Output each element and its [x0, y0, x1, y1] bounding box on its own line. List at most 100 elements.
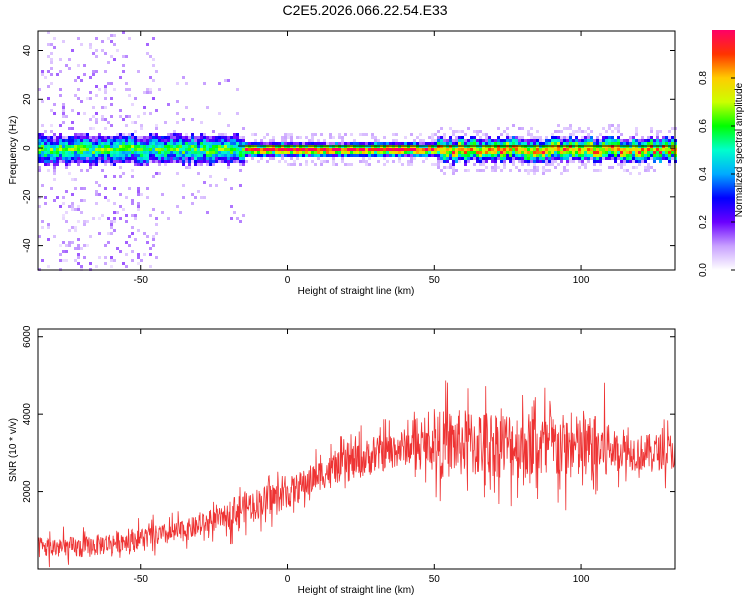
spectrogram-cell — [617, 124, 620, 127]
spectrogram-cell — [650, 136, 653, 139]
spectrogram-cell — [392, 160, 395, 163]
spectrogram-cell — [593, 169, 596, 172]
spectrogram-cell — [488, 148, 491, 151]
spectrogram-cell — [122, 262, 125, 265]
spectrogram-cell — [86, 151, 89, 154]
spectrogram-cell — [290, 157, 293, 160]
spectrogram-cell — [179, 211, 182, 214]
spectrogram-cell — [512, 136, 515, 139]
spectrogram-cell — [38, 154, 41, 157]
spectrogram-cell — [398, 151, 401, 154]
spectrogram-cell — [77, 151, 80, 154]
spectrogram-cell — [554, 154, 557, 157]
spectrogram-cell — [182, 151, 185, 154]
spectrogram-cell — [623, 160, 626, 163]
figure-title: C2E5.2026.066.22.54.E33 — [282, 2, 447, 18]
spectrogram-cell — [191, 136, 194, 139]
x-tick-label: 50 — [429, 275, 441, 286]
spectrogram-cell — [533, 160, 536, 163]
spectrogram-cell — [431, 148, 434, 151]
spectrogram-cell — [665, 148, 668, 151]
spectrogram-cell — [527, 172, 530, 175]
spectrogram-cell — [314, 133, 317, 136]
spectrogram-cell — [602, 127, 605, 130]
spectrogram-cell — [584, 148, 587, 151]
spectrogram-cell — [575, 151, 578, 154]
spectrogram-cell — [131, 157, 134, 160]
spectrogram-cell — [89, 148, 92, 151]
spectrogram-cell — [458, 130, 461, 133]
spectrogram-cell — [137, 262, 140, 265]
spectrogram-cell — [104, 118, 107, 121]
spectrogram-cell — [500, 154, 503, 157]
spectrogram-cell — [521, 136, 524, 139]
spectrogram-cell — [401, 151, 404, 154]
spectrogram-cell — [461, 130, 464, 133]
spectrogram-cell — [101, 115, 104, 118]
spectrogram-cell — [53, 151, 56, 154]
spectrogram-cell — [80, 211, 83, 214]
spectrogram-cell — [452, 142, 455, 145]
spectrogram-cell — [101, 40, 104, 43]
spectrogram-cell — [407, 163, 410, 166]
spectrogram-cell — [104, 70, 107, 73]
spectrogram-cell — [611, 148, 614, 151]
spectrogram-cell — [62, 151, 65, 154]
spectrogram-cell — [287, 136, 290, 139]
spectrogram-cell — [62, 145, 65, 148]
spectrogram-cell — [482, 163, 485, 166]
spectrogram-cell — [533, 154, 536, 157]
spectrogram-cell — [599, 169, 602, 172]
spectrogram-cell — [218, 136, 221, 139]
spectrogram-cell — [65, 220, 68, 223]
spectrogram-cell — [365, 133, 368, 136]
spectrogram-cell — [77, 154, 80, 157]
spectrogram-cell — [155, 154, 158, 157]
x-tick-label: -50 — [134, 574, 149, 585]
colorbar-tick-label: 0.6 — [698, 119, 709, 133]
spectrogram-cell — [83, 220, 86, 223]
spectrogram-cell — [314, 142, 317, 145]
spectrogram-cell — [572, 160, 575, 163]
spectrogram-cell — [446, 157, 449, 160]
spectrogram-cell — [95, 163, 98, 166]
spectrogram-cell — [182, 196, 185, 199]
spectrogram-cell — [317, 142, 320, 145]
spectrogram-cell — [359, 151, 362, 154]
spectrogram-cell — [632, 142, 635, 145]
spectrogram-cell — [557, 157, 560, 160]
spectrogram-cell — [608, 154, 611, 157]
x-tick-label: 50 — [429, 574, 441, 585]
spectrogram-cell — [110, 151, 113, 154]
spectrogram-cell — [131, 103, 134, 106]
spectrogram-cell — [89, 157, 92, 160]
spectrogram-cell — [152, 64, 155, 67]
spectrogram-cell — [149, 88, 152, 91]
spectrogram-cell — [119, 157, 122, 160]
spectrogram-cell — [227, 166, 230, 169]
spectrogram-cell — [227, 79, 230, 82]
spectrogram-cell — [59, 151, 62, 154]
spectrogram-cell — [176, 82, 179, 85]
spectrogram-cell — [476, 157, 479, 160]
spectrogram-cell — [662, 142, 665, 145]
spectrogram-cell — [149, 214, 152, 217]
spectrogram-cell — [152, 58, 155, 61]
spectrogram-cell — [476, 151, 479, 154]
spectrogram-cell — [221, 136, 224, 139]
spectrogram-cell — [47, 97, 50, 100]
spectrogram-cell — [542, 142, 545, 145]
spectrogram-cell — [95, 55, 98, 58]
spectrogram-cell — [641, 154, 644, 157]
spectrogram-cell — [473, 157, 476, 160]
spectrogram-cell — [89, 145, 92, 148]
spectrogram-cell — [557, 142, 560, 145]
spectrogram-cell — [137, 157, 140, 160]
spectrogram-cell — [527, 130, 530, 133]
spectrogram-cell — [653, 169, 656, 172]
colorbar-tick-label: 0.0 — [698, 263, 709, 277]
spectrogram-cell — [464, 154, 467, 157]
spectrogram-cell — [266, 133, 269, 136]
spectrogram-cell — [506, 142, 509, 145]
spectrogram-cell — [290, 163, 293, 166]
